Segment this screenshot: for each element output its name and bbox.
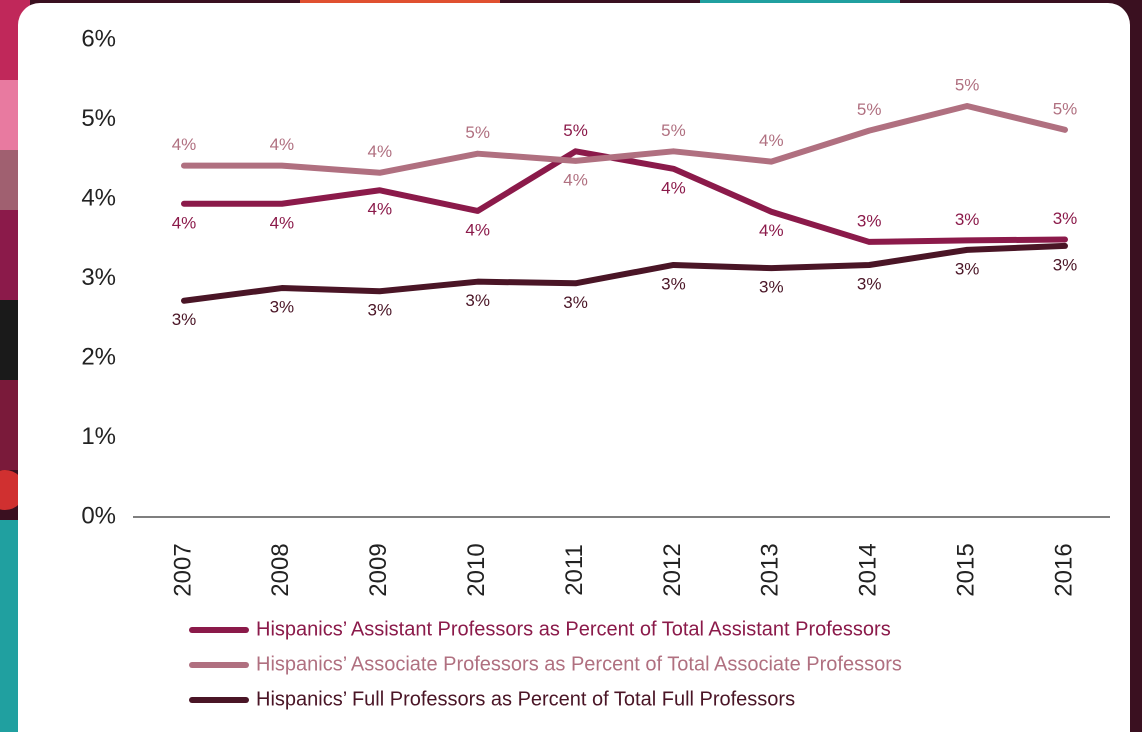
y-tick-label: 3% xyxy=(81,264,116,291)
x-tick-label: 2015 xyxy=(952,543,979,596)
data-label: 3% xyxy=(759,278,784,297)
y-tick-label: 5% xyxy=(81,105,116,132)
page: 0% 1% 2% 3% 4% 5% 6% 2007 2008 2009 2010 2011 2012 20… xyxy=(0,0,1142,732)
data-label: 4% xyxy=(172,135,197,154)
chart: 0% 1% 2% 3% 4% 5% 6% 2007 2008 2009 2010 2011 2012 20… xyxy=(0,0,1142,732)
data-label: 5% xyxy=(1053,99,1078,118)
data-label: 4% xyxy=(563,170,588,189)
x-tick-label: 2007 xyxy=(169,543,196,596)
data-label: 4% xyxy=(367,142,392,161)
y-tick-label: 4% xyxy=(81,184,116,211)
data-label: 3% xyxy=(955,210,980,229)
data-label: 4% xyxy=(367,200,392,219)
y-tick-label: 1% xyxy=(81,423,116,450)
x-tick-label: 2011 xyxy=(561,544,588,596)
data-label: 3% xyxy=(563,293,588,312)
data-label: 3% xyxy=(857,274,882,293)
data-label: 4% xyxy=(172,213,197,232)
x-tick-label: 2008 xyxy=(267,543,294,596)
data-label: 3% xyxy=(172,310,197,329)
data-label: 3% xyxy=(857,211,882,230)
data-label: 5% xyxy=(857,100,882,119)
x-tick-label: 2016 xyxy=(1050,543,1077,596)
legend-label: Hispanics’ Associate Professors as Perce… xyxy=(256,653,902,675)
data-label: 5% xyxy=(563,121,588,140)
data-label: 3% xyxy=(270,298,295,317)
legend-label: Hispanics’ Assistant Professors as Perce… xyxy=(256,618,891,640)
data-label: 3% xyxy=(661,274,686,293)
data-label: 5% xyxy=(955,75,980,94)
data-label: 3% xyxy=(367,301,392,320)
data-label: 3% xyxy=(1053,255,1078,274)
x-tick-label: 2010 xyxy=(463,543,490,596)
data-label: 4% xyxy=(661,178,686,197)
legend-label: Hispanics’ Full Professors as Percent of… xyxy=(256,688,795,710)
data-label: 5% xyxy=(661,121,686,140)
y-tick-label: 0% xyxy=(81,502,116,529)
x-tick-label: 2012 xyxy=(659,543,686,596)
data-label: 3% xyxy=(465,291,490,310)
data-label: 3% xyxy=(1053,209,1078,228)
data-label: 3% xyxy=(955,259,980,278)
x-tick-label: 2009 xyxy=(365,543,392,596)
data-label: 4% xyxy=(759,131,784,150)
y-tick-label: 6% xyxy=(81,25,116,52)
data-label: 5% xyxy=(465,123,490,142)
y-tick-label: 2% xyxy=(81,343,116,370)
x-tick-label: 2014 xyxy=(855,543,882,596)
data-label: 4% xyxy=(759,221,784,240)
x-tick-label: 2013 xyxy=(757,543,784,596)
data-label: 4% xyxy=(465,220,490,239)
data-label: 4% xyxy=(270,213,295,232)
data-label: 4% xyxy=(270,135,295,154)
